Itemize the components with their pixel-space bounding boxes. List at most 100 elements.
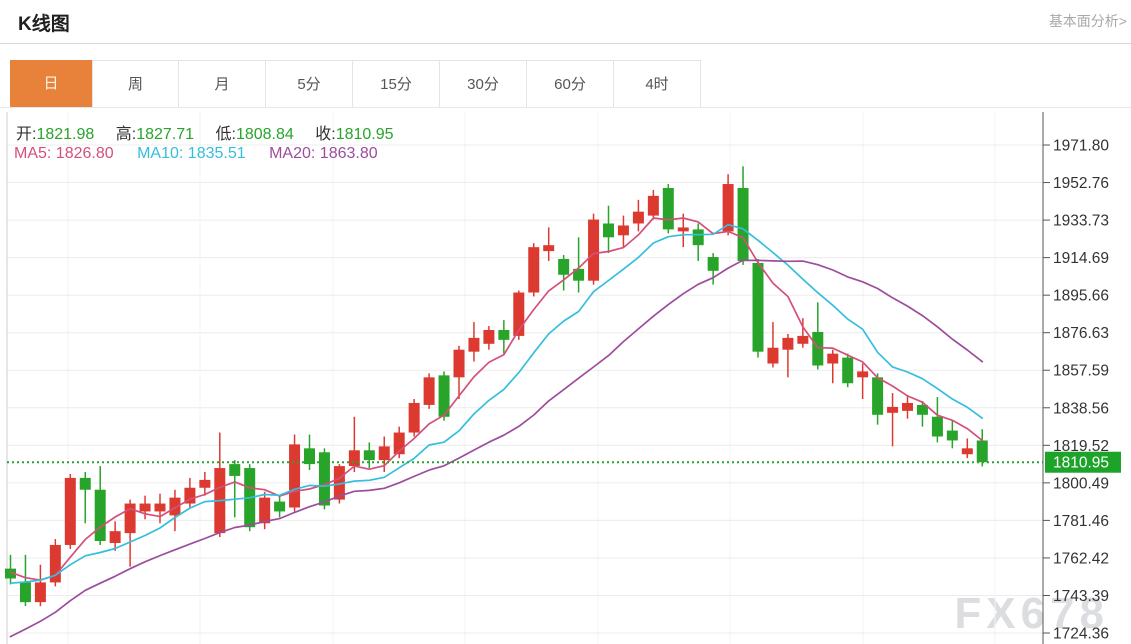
- candle-body: [483, 329, 495, 344]
- page-title: K线图: [18, 14, 70, 35]
- candle-body: [154, 503, 166, 512]
- candle-body: [632, 211, 644, 224]
- candle-body: [588, 219, 600, 281]
- low-value: 1808.84: [235, 126, 294, 143]
- candle-body: [946, 430, 958, 441]
- candle-body: [722, 184, 734, 232]
- tab-5min[interactable]: 5分: [266, 60, 353, 107]
- candle-body: [842, 357, 854, 384]
- close-value: 1810.95: [335, 126, 394, 143]
- y-axis-tick-label: 1895.66: [1053, 288, 1109, 305]
- candle-body: [109, 531, 121, 543]
- candle-body: [453, 349, 465, 378]
- current-price-badge-value: 1810.95: [1053, 455, 1109, 472]
- candle-body: [333, 466, 345, 500]
- ma20-legend: MA20: 1863.80: [269, 145, 378, 162]
- candle-body: [647, 195, 659, 216]
- candle-body: [603, 223, 614, 238]
- candle-body: [169, 497, 181, 516]
- candle-body: [677, 227, 689, 232]
- candle-body: [124, 503, 136, 534]
- candle-body: [558, 258, 570, 275]
- open-value: 1821.98: [36, 126, 95, 143]
- y-axis-tick-label: 1838.56: [1053, 400, 1109, 417]
- candle-body: [692, 229, 704, 246]
- tab-week[interactable]: 周: [92, 60, 179, 107]
- candle-body: [916, 404, 928, 415]
- open-label: 开:: [16, 126, 37, 143]
- tab-60min[interactable]: 60分: [527, 60, 614, 107]
- candle-body: [49, 544, 61, 583]
- tabs-underline: [0, 107, 1131, 108]
- current-price-badge: [1045, 451, 1121, 473]
- title-divider: [0, 43, 1131, 44]
- tab-day[interactable]: 日: [10, 60, 92, 107]
- candle-body: [408, 402, 420, 433]
- candle-body: [528, 247, 540, 293]
- fundamental-analysis-link[interactable]: 基本面分析>: [1048, 13, 1127, 29]
- y-axis-tick-label: 1762.42: [1053, 550, 1109, 567]
- y-axis-tick-label: 1819.52: [1053, 438, 1109, 455]
- candle-body: [767, 347, 779, 364]
- candle-body: [79, 477, 91, 490]
- candle-body: [94, 489, 106, 542]
- candle-body: [737, 187, 749, 261]
- candle-body: [513, 292, 525, 336]
- candle-body: [931, 416, 943, 437]
- candle-body: [857, 371, 869, 378]
- ma20-line: [9, 259, 984, 638]
- interval-tabs: 日 周 月 5分 15分 30分 60分 4时: [10, 60, 701, 107]
- y-axis-tick-label: 1876.63: [1053, 325, 1109, 342]
- candle-body: [229, 464, 241, 476]
- candle-body: [468, 337, 480, 352]
- y-axis-tick-label: 1933.73: [1053, 213, 1109, 230]
- candle-body: [976, 440, 988, 463]
- tab-4hour[interactable]: 4时: [614, 60, 701, 107]
- fx678-watermark: FX678: [954, 589, 1109, 638]
- candle-body: [378, 446, 390, 461]
- candle-body: [797, 335, 809, 344]
- candle-body: [393, 432, 405, 455]
- candle-body: [64, 477, 76, 545]
- ma10-line: [9, 223, 984, 585]
- candle-body: [573, 268, 585, 281]
- candle-body: [498, 329, 510, 340]
- candle-body: [199, 479, 211, 488]
- candle-body: [289, 444, 301, 508]
- candle-body: [318, 452, 330, 506]
- candle-body: [872, 377, 884, 415]
- candle-body: [139, 503, 151, 512]
- y-axis-tick-label: 1781.46: [1053, 513, 1109, 530]
- candle-body: [423, 377, 435, 405]
- ma5-legend: MA5: 1826.80: [14, 145, 114, 162]
- candle-body: [782, 337, 794, 350]
- ma-legend-row: MA5: 1826.80 MA10: 1835.51 MA20: 1863.80: [14, 145, 378, 163]
- candle-body: [752, 262, 764, 352]
- tab-month[interactable]: 月: [179, 60, 266, 107]
- ohlc-row: 开:1821.98 高:1827.71 低:1808.84 收:1810.95: [16, 120, 411, 144]
- candle-body: [887, 406, 899, 413]
- y-axis-tick-label: 1800.49: [1053, 475, 1109, 492]
- candle-body: [304, 448, 315, 465]
- y-axis-tick-label: 1971.80: [1053, 138, 1109, 155]
- candle-body: [617, 225, 629, 236]
- candle-body: [662, 187, 674, 230]
- candle-body: [274, 501, 286, 512]
- candle-body: [812, 331, 824, 366]
- candle-body: [902, 402, 913, 411]
- high-label: 高:: [115, 126, 137, 143]
- tab-15min[interactable]: 15分: [353, 60, 440, 107]
- ma5-line: [9, 217, 984, 581]
- y-axis-tick-label: 1857.59: [1053, 363, 1109, 380]
- candle-body: [259, 497, 271, 524]
- candle-body: [961, 448, 973, 455]
- tab-30min[interactable]: 30分: [440, 60, 527, 107]
- candle-body: [438, 375, 450, 417]
- y-axis-tick-label: 1952.76: [1053, 175, 1109, 192]
- y-axis-tick-label: 1743.39: [1053, 588, 1109, 605]
- candle-body: [5, 568, 16, 579]
- y-axis-tick-label: 1724.36: [1053, 626, 1109, 643]
- candle-body: [827, 353, 839, 364]
